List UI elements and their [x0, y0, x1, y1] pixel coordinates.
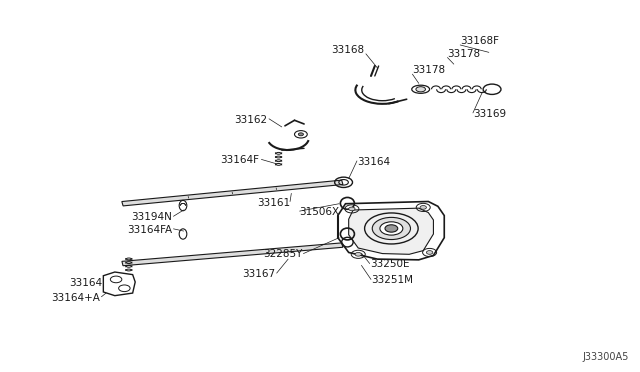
Polygon shape [122, 243, 343, 266]
Text: J33300A5: J33300A5 [582, 353, 629, 362]
Text: 31506X: 31506X [300, 207, 340, 217]
Text: 33161: 33161 [257, 198, 290, 208]
Text: 33162: 33162 [235, 115, 268, 125]
Text: 33178: 33178 [447, 49, 481, 59]
Ellipse shape [416, 87, 426, 92]
Text: 33164F: 33164F [70, 278, 108, 288]
Circle shape [298, 133, 303, 136]
Text: 33178: 33178 [412, 65, 445, 75]
Circle shape [349, 207, 355, 211]
Text: 33168: 33168 [332, 45, 365, 55]
Text: 33164FA: 33164FA [127, 225, 172, 235]
Circle shape [426, 251, 433, 254]
Text: 33194N: 33194N [131, 212, 172, 222]
Polygon shape [103, 272, 135, 296]
Text: 33164: 33164 [357, 157, 390, 167]
Polygon shape [338, 202, 444, 260]
Text: 33167: 33167 [243, 269, 275, 279]
Text: 33168F: 33168F [460, 36, 499, 46]
Text: 33251M: 33251M [371, 275, 413, 285]
Text: 33164F: 33164F [220, 155, 259, 165]
Polygon shape [349, 208, 433, 254]
Circle shape [420, 206, 426, 209]
Circle shape [385, 225, 397, 232]
Polygon shape [122, 180, 343, 206]
Circle shape [380, 222, 403, 235]
Text: 33164+A: 33164+A [51, 293, 100, 303]
Text: 33250E: 33250E [370, 259, 409, 269]
Circle shape [355, 253, 362, 256]
Text: 32285Y: 32285Y [263, 249, 302, 259]
Text: 33169: 33169 [473, 109, 506, 119]
Circle shape [372, 217, 410, 240]
